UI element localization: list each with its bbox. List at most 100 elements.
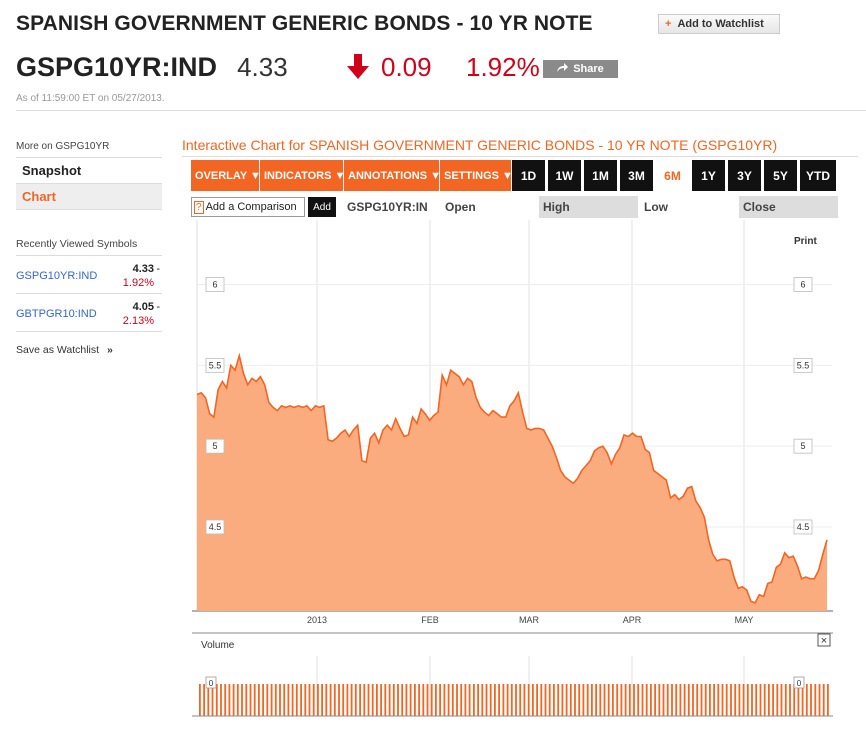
volume-bar bbox=[574, 684, 576, 716]
volume-bar bbox=[692, 684, 694, 716]
high-label: High bbox=[539, 196, 638, 218]
indicators-menu[interactable]: INDICATORS ▼ bbox=[260, 160, 345, 191]
range-1d-button[interactable]: 1D bbox=[512, 160, 545, 191]
volume-bar bbox=[439, 684, 441, 716]
recent-symbol-link[interactable]: GSPG10YR:IND bbox=[16, 270, 98, 282]
volume-bar bbox=[405, 684, 408, 716]
volume-bar bbox=[523, 684, 526, 716]
overlay-menu[interactable]: OVERLAY ▼ bbox=[191, 160, 261, 191]
save-as-watchlist-label: Save as Watchlist bbox=[16, 344, 100, 356]
volume-bar bbox=[738, 684, 741, 716]
share-button[interactable]: Share bbox=[543, 60, 618, 78]
volume-bar bbox=[502, 684, 505, 716]
volume-bar bbox=[342, 684, 345, 716]
recent-symbol-link[interactable]: GBTPGR10:IND bbox=[16, 308, 97, 320]
volume-bar bbox=[801, 684, 804, 716]
range-3y-button[interactable]: 3Y bbox=[728, 160, 761, 191]
share-label: Share bbox=[573, 63, 604, 75]
recent-change: 2.13% bbox=[122, 315, 154, 327]
comparison-placeholder: Add a Comparison bbox=[205, 201, 297, 213]
volume-bar bbox=[266, 684, 269, 716]
volume-bar bbox=[308, 684, 311, 716]
volume-bar bbox=[709, 684, 711, 716]
volume-bar bbox=[443, 684, 446, 716]
volume-bar bbox=[725, 684, 728, 716]
add-comparison-button[interactable]: Add bbox=[308, 197, 336, 217]
y-tick-right: 4.5 bbox=[797, 522, 810, 532]
sidebar-nav: Snapshot Chart bbox=[16, 157, 162, 210]
add-to-watchlist-button[interactable]: + Add to Watchlist bbox=[658, 14, 780, 34]
close-label: Close bbox=[739, 196, 838, 218]
volume-bar bbox=[810, 684, 812, 716]
volume-bar bbox=[388, 684, 391, 716]
volume-bar bbox=[426, 684, 429, 716]
volume-bar bbox=[350, 684, 353, 716]
volume-bar bbox=[473, 684, 475, 716]
range-1w-button[interactable]: 1W bbox=[548, 160, 581, 191]
range-6m-button[interactable]: 6M bbox=[656, 160, 689, 191]
volume-bar bbox=[544, 684, 547, 716]
volume-bar bbox=[666, 684, 669, 716]
sidebar-item-chart[interactable]: Chart bbox=[16, 184, 162, 210]
range-3m-button[interactable]: 3M bbox=[620, 160, 653, 191]
volume-bar bbox=[599, 684, 602, 716]
volume-bar bbox=[536, 684, 538, 716]
volume-bar bbox=[578, 684, 581, 716]
volume-bar bbox=[506, 684, 509, 716]
close-volume-panel[interactable] bbox=[817, 633, 831, 647]
volume-bar bbox=[460, 684, 463, 716]
double-chevron-right-icon: » bbox=[106, 344, 113, 356]
volume-bar bbox=[220, 684, 222, 716]
range-5y-button[interactable]: 5Y bbox=[764, 160, 797, 191]
range-1y-button[interactable]: 1Y bbox=[692, 160, 725, 191]
volume-bar bbox=[532, 684, 534, 716]
volume-bar bbox=[418, 684, 420, 716]
comparison-input[interactable]: ? Add a Comparison bbox=[191, 197, 305, 217]
volume-bar bbox=[262, 684, 264, 716]
volume-tick-right bbox=[793, 676, 805, 689]
volume-bar bbox=[485, 684, 488, 716]
volume-bar bbox=[687, 684, 690, 716]
volume-bar bbox=[776, 684, 779, 716]
y-tick-right: 5.5 bbox=[797, 360, 810, 370]
print-link[interactable]: Print bbox=[794, 236, 817, 247]
y-tick-right-box bbox=[793, 438, 813, 454]
volume-bar bbox=[376, 684, 378, 716]
volume-bar bbox=[548, 684, 551, 716]
sidebar-item-snapshot[interactable]: Snapshot bbox=[16, 158, 162, 184]
range-1m-button[interactable]: 1M bbox=[584, 160, 617, 191]
price-line bbox=[196, 352, 828, 604]
volume-bar bbox=[371, 684, 374, 716]
volume-bar bbox=[662, 684, 665, 716]
header-divider bbox=[16, 110, 866, 111]
volume-bar bbox=[641, 684, 644, 716]
open-label: Open bbox=[445, 200, 476, 214]
volume-bar bbox=[827, 684, 829, 716]
price-area bbox=[197, 355, 827, 611]
volume-bar bbox=[401, 684, 404, 716]
settings-menu[interactable]: SETTINGS ▼ bbox=[440, 160, 513, 191]
y-tick-right-box bbox=[793, 519, 813, 535]
annotations-menu[interactable]: ANNOTATIONS ▼ bbox=[344, 160, 441, 191]
volume-bar bbox=[317, 684, 319, 716]
volume-bar bbox=[755, 684, 758, 716]
volume-bar bbox=[236, 684, 239, 716]
help-icon[interactable]: ? bbox=[194, 200, 204, 214]
volume-bar bbox=[241, 684, 243, 716]
volume-bar bbox=[329, 684, 332, 716]
volume-bar bbox=[763, 684, 766, 716]
volume-tick-right-label: 0 bbox=[797, 679, 802, 688]
volume-bar bbox=[553, 684, 555, 716]
y-tick-left-box bbox=[205, 519, 225, 535]
save-as-watchlist-link[interactable]: Save as Watchlist » bbox=[16, 344, 113, 356]
volume-bar bbox=[620, 684, 623, 716]
page-title: SPANISH GOVERNMENT GENERIC BONDS - 10 YR… bbox=[16, 12, 593, 35]
price-chart[interactable]: 4.5 4.55 55.5 5.56 6 2013 FEB MAR APR MAY Print … bbox=[182, 220, 866, 720]
volume-bar bbox=[633, 684, 635, 716]
volume-bar bbox=[249, 684, 252, 716]
chart-divider bbox=[182, 156, 858, 157]
y-tick-right: 5 bbox=[800, 441, 805, 451]
range-ytd-button[interactable]: YTD bbox=[800, 160, 836, 191]
volume-bar bbox=[704, 684, 707, 716]
volume-bar bbox=[780, 684, 783, 716]
